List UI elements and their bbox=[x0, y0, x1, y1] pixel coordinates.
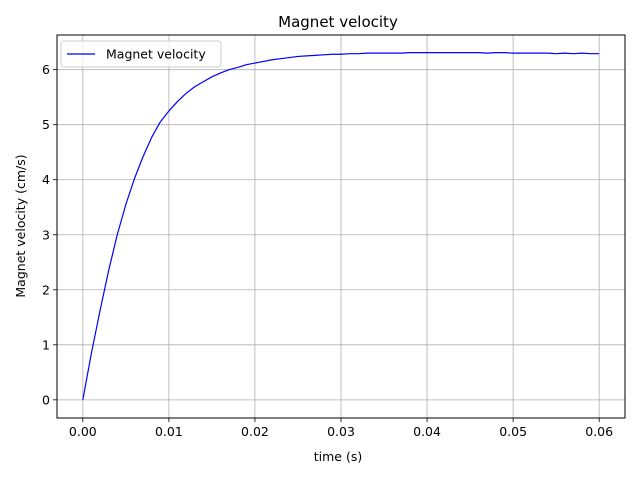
x-axis-label: time (s) bbox=[314, 449, 362, 464]
x-tick-label: 0.03 bbox=[327, 424, 355, 439]
x-tick-label: 0.04 bbox=[413, 424, 441, 439]
x-axis: 0.00 0.01 0.02 0.03 0.04 0.05 0.06 bbox=[69, 418, 613, 439]
chart-title: Magnet velocity bbox=[278, 13, 398, 31]
y-axis: 0 1 2 3 4 5 6 bbox=[42, 62, 57, 407]
legend-label: Magnet velocity bbox=[106, 47, 206, 62]
y-tick-label: 3 bbox=[42, 227, 50, 242]
series-line-magnet-velocity bbox=[82, 52, 600, 400]
x-tick-label: 0.00 bbox=[69, 424, 97, 439]
grid bbox=[57, 35, 625, 418]
series-layer bbox=[82, 52, 600, 400]
y-tick-label: 2 bbox=[42, 282, 50, 297]
x-tick-label: 0.05 bbox=[499, 424, 527, 439]
x-tick-label: 0.02 bbox=[241, 424, 269, 439]
legend: Magnet velocity bbox=[60, 40, 222, 68]
legend-box bbox=[60, 40, 222, 68]
y-tick-label: 6 bbox=[42, 62, 50, 77]
y-tick-label: 4 bbox=[42, 172, 50, 187]
x-tick-label: 0.06 bbox=[585, 424, 613, 439]
x-tick-label: 0.01 bbox=[155, 424, 183, 439]
y-axis-label: Magnet velocity (cm/s) bbox=[13, 154, 28, 297]
y-tick-label: 1 bbox=[42, 337, 50, 352]
y-tick-label: 0 bbox=[42, 392, 50, 407]
y-tick-label: 5 bbox=[42, 117, 50, 132]
